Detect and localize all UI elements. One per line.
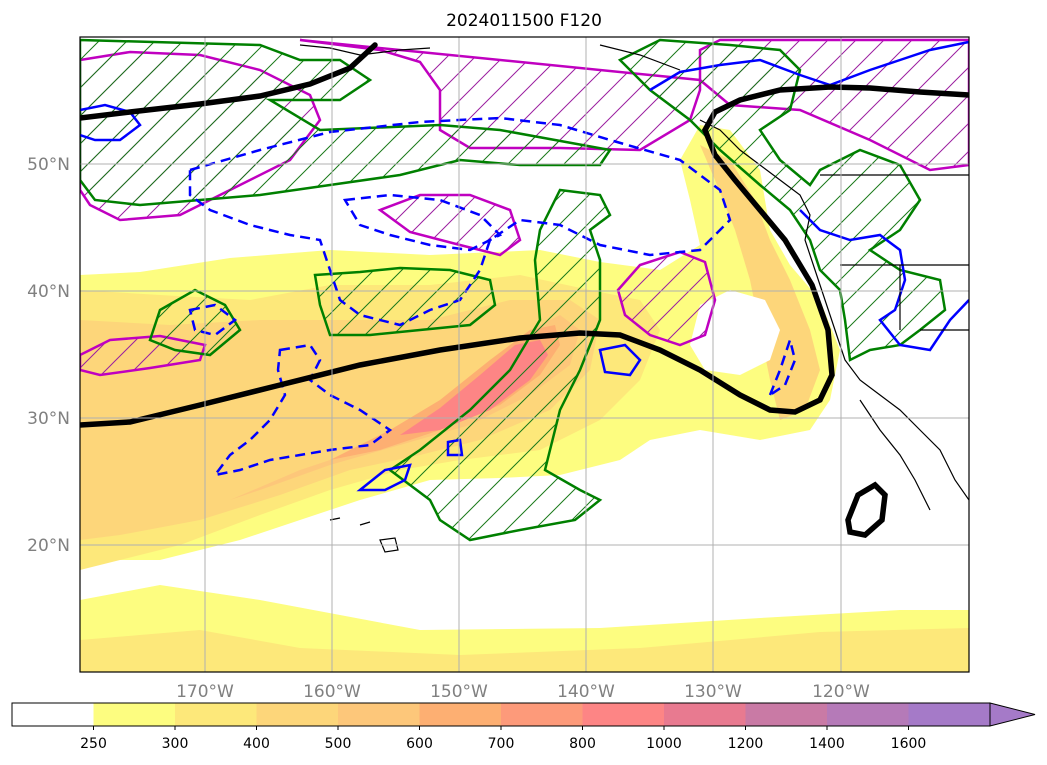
lon-label-170w: 170°W bbox=[176, 682, 234, 702]
colorbar-tick-label: 250 bbox=[80, 736, 107, 752]
longitude-labels: 170°W 160°W 150°W 140°W 130°W 120°W bbox=[176, 682, 870, 702]
lon-label-160w: 160°W bbox=[303, 682, 361, 702]
map-title: 2024011500 F120 bbox=[446, 11, 602, 31]
colorbar-segment bbox=[664, 703, 746, 726]
map-content bbox=[80, 37, 969, 672]
latitude-labels: 20°N 30°N 40°N 50°N bbox=[27, 155, 70, 556]
lat-label-20n: 20°N bbox=[27, 536, 70, 556]
colorbar-tick-label: 700 bbox=[488, 736, 515, 752]
solid-blue-small-1 bbox=[598, 343, 642, 377]
jet-axis-main bbox=[80, 84, 969, 428]
lon-label-150w: 150°W bbox=[430, 682, 488, 702]
graticule bbox=[80, 37, 969, 672]
green-region-plume bbox=[387, 188, 612, 542]
dashed-contour-central bbox=[342, 193, 503, 252]
lat-label-50n: 50°N bbox=[27, 155, 70, 175]
lat-label-30n: 30°N bbox=[27, 409, 70, 429]
colorbar-segment bbox=[175, 703, 257, 726]
colorbar-segment bbox=[582, 703, 665, 726]
state-borders bbox=[820, 174, 969, 331]
colorbar-segment bbox=[501, 703, 583, 726]
north-america-coast bbox=[699, 119, 969, 501]
closed-low-contour bbox=[845, 481, 888, 538]
jet-axis-north bbox=[80, 42, 378, 121]
solid-blue-northwest bbox=[80, 103, 142, 142]
colorbar-tick-label: 600 bbox=[406, 736, 433, 752]
solid-blue-northeast bbox=[649, 40, 969, 92]
solid-blue-small-3 bbox=[446, 438, 464, 457]
colorbar-segment bbox=[256, 703, 339, 726]
dashed-contour-coast bbox=[767, 335, 797, 399]
green-region-mid bbox=[313, 266, 497, 337]
colorbar-tick-label: 1000 bbox=[646, 736, 682, 752]
solid-blue-small-2 bbox=[356, 463, 412, 492]
alaska-coast bbox=[299, 44, 681, 71]
lon-label-140w: 140°W bbox=[557, 682, 615, 702]
colorbar-segment bbox=[908, 703, 991, 726]
map-frame bbox=[79, 36, 970, 673]
colorbar-tick-label: 400 bbox=[243, 736, 270, 752]
jet-axes bbox=[80, 42, 969, 538]
fill-level-800 bbox=[400, 340, 548, 435]
magenta-region-offshore bbox=[616, 250, 717, 347]
fill-level-400 bbox=[80, 300, 600, 540]
lat-label-40n: 40°N bbox=[27, 282, 70, 302]
fill-level-400-coast bbox=[700, 145, 820, 420]
colorbar-extend-arrow bbox=[989, 702, 1036, 727]
colorbar-tick-label: 1600 bbox=[891, 736, 927, 752]
colorbar-tick-label: 500 bbox=[325, 736, 352, 752]
colorbar-tick-label: 1200 bbox=[728, 736, 764, 752]
colorbar-segment bbox=[745, 703, 828, 726]
colorbar-segment bbox=[338, 703, 420, 726]
colorbar-segment bbox=[827, 703, 909, 726]
lon-label-130w: 130°W bbox=[684, 682, 742, 702]
magenta-region-central bbox=[377, 193, 522, 257]
colorbar: 250 300 400 500 600 700 800 1000 1200 1400 1600 bbox=[11, 702, 1036, 752]
coastlines bbox=[299, 44, 969, 553]
colorbar-segment bbox=[12, 703, 94, 726]
colorbar-tick-label: 1400 bbox=[809, 736, 845, 752]
colorbar-segment bbox=[419, 703, 502, 726]
baja-coast bbox=[859, 399, 931, 511]
colorbar-tick-label: 800 bbox=[569, 736, 596, 752]
green-region-west bbox=[148, 288, 242, 357]
colorbar-segment bbox=[93, 703, 176, 726]
dashed-contour-north bbox=[188, 116, 732, 327]
lon-label-120w: 120°W bbox=[812, 682, 870, 702]
fill-level-300-south bbox=[80, 628, 969, 672]
colorbar-tick-label: 300 bbox=[162, 736, 189, 752]
dashed-contour-small bbox=[188, 303, 238, 337]
